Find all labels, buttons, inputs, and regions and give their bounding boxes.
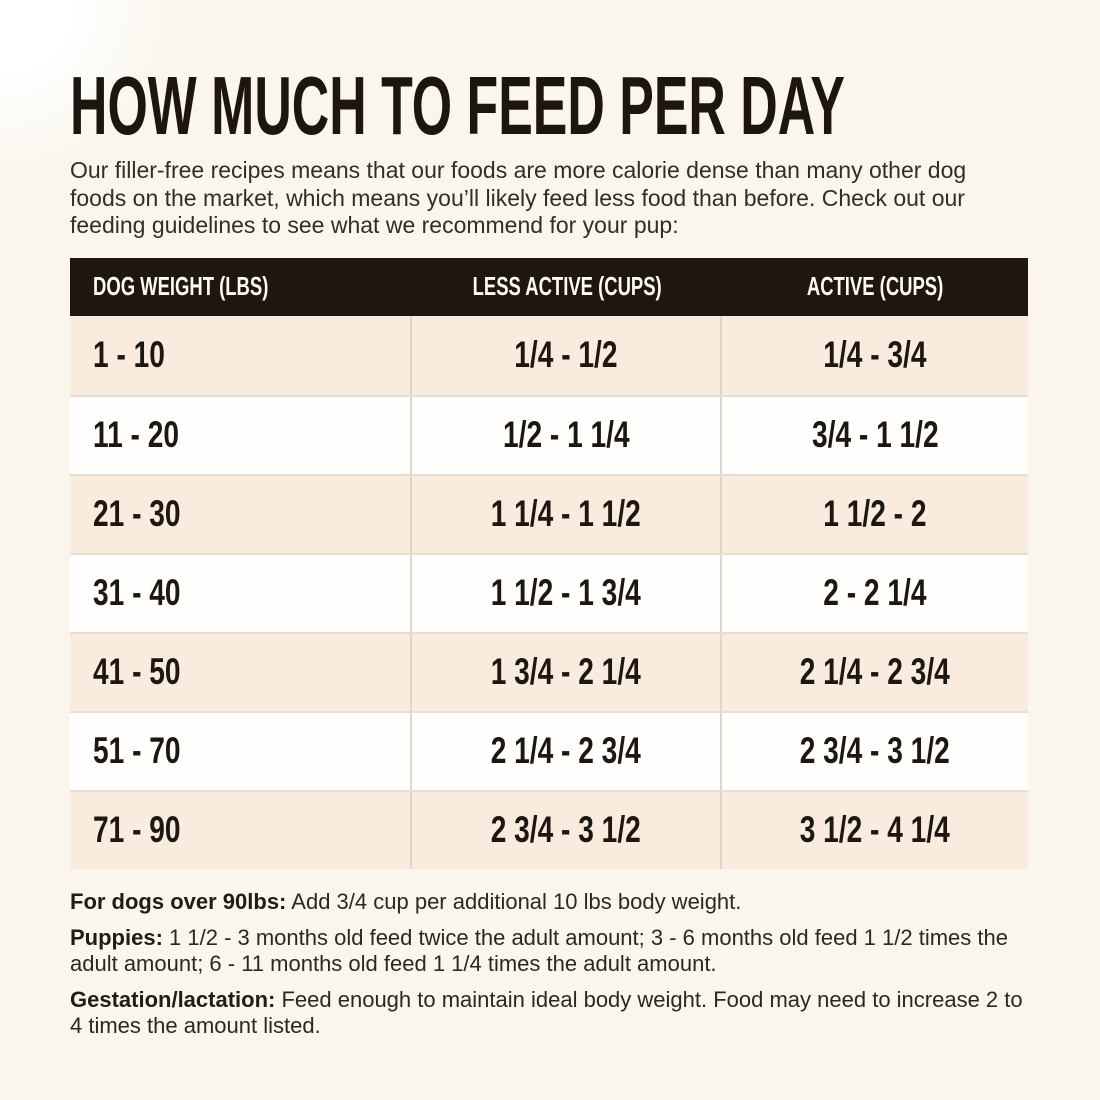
table-header-row: DOG WEIGHT (LBS) LESS ACTIVE (CUPS) ACTI… bbox=[70, 257, 1028, 316]
table-row: 51 - 70 2 1/4 - 2 3/4 2 3/4 - 3 1/2 bbox=[70, 710, 1028, 790]
note-puppies-text: 1 1/2 - 3 months old feed twice the adul… bbox=[70, 925, 1008, 976]
table-cell: 2 1/4 - 2 3/4 bbox=[412, 712, 722, 790]
table-cell-value: 41 - 50 bbox=[93, 651, 181, 693]
table-cell-value: 1/4 - 3/4 bbox=[823, 334, 927, 376]
table-cell-value: 2 3/4 - 3 1/2 bbox=[799, 730, 951, 772]
feeding-guide-page: HOW MUCH TO FEED PER DAY Our filler-free… bbox=[70, 73, 1028, 1039]
page-title-text: HOW MUCH TO FEED PER DAY bbox=[70, 73, 845, 147]
note-puppies-label: Puppies: bbox=[70, 925, 163, 951]
note-gestation-label: Gestation/lactation: bbox=[70, 987, 276, 1013]
table-cell-value: 31 - 40 bbox=[93, 572, 181, 614]
table-cell-value: 3 1/2 - 4 1/4 bbox=[799, 809, 951, 851]
table-cell: 1 1/4 - 1 1/2 bbox=[412, 475, 722, 553]
table-cell-value: 2 1/4 - 2 3/4 bbox=[799, 651, 951, 693]
notes-section: For dogs over 90lbs: Add 3/4 cup per add… bbox=[70, 889, 1028, 1039]
table-cell-value: 2 1/4 - 2 3/4 bbox=[490, 730, 642, 772]
table-row: 11 - 20 1/2 - 1 1/4 3/4 - 1 1/2 bbox=[70, 394, 1028, 474]
table-cell: 3/4 - 1 1/2 bbox=[722, 397, 1028, 474]
table-row: 31 - 40 1 1/2 - 1 3/4 2 - 2 1/4 bbox=[70, 552, 1028, 632]
intro-paragraph: Our filler-free recipes means that our f… bbox=[70, 157, 967, 239]
header-cell-dog-weight: DOG WEIGHT (LBS) bbox=[70, 258, 412, 316]
table-cell: 1 1/2 - 1 3/4 bbox=[412, 554, 722, 632]
table-cell: 2 - 2 1/4 bbox=[722, 555, 1028, 632]
table-cell: 31 - 40 bbox=[70, 554, 412, 632]
table-cell: 1 3/4 - 2 1/4 bbox=[412, 633, 722, 711]
page-title: HOW MUCH TO FEED PER DAY bbox=[70, 73, 845, 147]
note-gestation-text: Feed enough to maintain ideal body weigh… bbox=[70, 987, 1023, 1038]
table-row: 41 - 50 1 3/4 - 2 1/4 2 1/4 - 2 3/4 bbox=[70, 631, 1028, 711]
table-cell-value: 2 - 2 1/4 bbox=[823, 572, 927, 614]
table-cell-value: 1 1/4 - 1 1/2 bbox=[490, 493, 642, 535]
table-cell: 3 1/2 - 4 1/4 bbox=[722, 792, 1028, 869]
table-cell-value: 11 - 20 bbox=[93, 414, 179, 456]
table-cell: 71 - 90 bbox=[70, 791, 412, 869]
table-cell: 1 - 10 bbox=[70, 315, 412, 395]
header-cell-dog-weight-label: DOG WEIGHT (LBS) bbox=[93, 271, 269, 302]
note-gestation: Gestation/lactation: Feed enough to main… bbox=[70, 987, 1028, 1038]
table-cell-value: 1 - 10 bbox=[93, 334, 165, 376]
table-cell: 21 - 30 bbox=[70, 475, 412, 553]
table-cell: 2 1/4 - 2 3/4 bbox=[722, 634, 1028, 711]
table-cell-value: 21 - 30 bbox=[93, 493, 181, 535]
table-cell-value: 1 1/2 - 1 3/4 bbox=[490, 572, 642, 614]
table-cell-value: 3/4 - 1 1/2 bbox=[811, 414, 939, 456]
table-cell-value: 1/4 - 1/2 bbox=[514, 334, 618, 376]
table-body: 1 - 10 1/4 - 1/2 1/4 - 3/4 11 - 20 1/2 - 1 1… bbox=[70, 315, 1028, 869]
table-cell: 2 3/4 - 3 1/2 bbox=[722, 713, 1028, 790]
table-row: 71 - 90 2 3/4 - 3 1/2 3 1/2 - 4 1/4 bbox=[70, 789, 1028, 869]
table-cell: 1/2 - 1 1/4 bbox=[412, 396, 722, 474]
header-cell-less-active-label: LESS ACTIVE (CUPS) bbox=[472, 271, 662, 302]
table-cell: 2 3/4 - 3 1/2 bbox=[412, 791, 722, 869]
table-cell-value: 51 - 70 bbox=[93, 730, 181, 772]
table-cell-value: 1 3/4 - 2 1/4 bbox=[490, 651, 642, 693]
table-cell: 11 - 20 bbox=[70, 396, 412, 474]
feeding-table: DOG WEIGHT (LBS) LESS ACTIVE (CUPS) ACTI… bbox=[70, 257, 1028, 869]
table-cell-value: 1/2 - 1 1/4 bbox=[502, 414, 630, 456]
table-row: 21 - 30 1 1/4 - 1 1/2 1 1/2 - 2 bbox=[70, 473, 1028, 553]
note-over-90lbs-label: For dogs over 90lbs: bbox=[70, 888, 287, 914]
table-cell-value: 1 1/2 - 2 bbox=[823, 493, 927, 535]
table-cell-value: 71 - 90 bbox=[93, 809, 181, 851]
table-cell: 51 - 70 bbox=[70, 712, 412, 790]
note-over-90lbs: For dogs over 90lbs: Add 3/4 cup per add… bbox=[70, 889, 1028, 915]
table-cell: 1/4 - 1/2 bbox=[412, 315, 722, 395]
note-over-90lbs-text: Add 3/4 cup per additional 10 lbs body w… bbox=[291, 888, 742, 914]
header-cell-less-active: LESS ACTIVE (CUPS) bbox=[412, 258, 722, 316]
header-cell-active: ACTIVE (CUPS) bbox=[722, 258, 1028, 316]
table-cell: 1/4 - 3/4 bbox=[722, 316, 1028, 395]
table-cell: 41 - 50 bbox=[70, 633, 412, 711]
header-cell-active-label: ACTIVE (CUPS) bbox=[806, 271, 944, 302]
table-cell: 1 1/2 - 2 bbox=[722, 476, 1028, 553]
table-cell-value: 2 3/4 - 3 1/2 bbox=[490, 809, 642, 851]
note-puppies: Puppies: 1 1/2 - 3 months old feed twice… bbox=[70, 925, 1028, 976]
table-row: 1 - 10 1/4 - 1/2 1/4 - 3/4 bbox=[70, 315, 1028, 395]
